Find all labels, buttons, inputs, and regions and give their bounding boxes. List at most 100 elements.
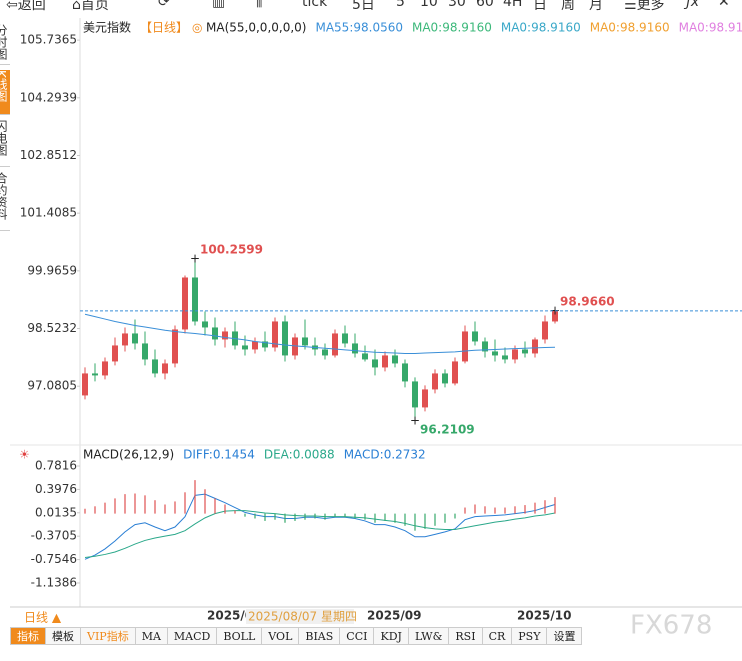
crosshair-label: 2025/08/07 星期四: [248, 610, 357, 624]
period-button[interactable]: 60: [476, 0, 494, 10]
side-tab[interactable]: 闪电图: [0, 120, 10, 167]
y-tick-label: 102.8512: [20, 148, 77, 162]
candle-body: [152, 359, 158, 374]
candle-body: [82, 373, 88, 396]
y-tick-label: -0.3705: [31, 529, 77, 543]
y-tick-label: -0.7546: [31, 552, 77, 566]
indicator-tab[interactable]: KDJ: [374, 627, 409, 645]
indicator-tab[interactable]: CCI: [340, 627, 375, 645]
toolbar-label[interactable]: 首页: [80, 0, 109, 13]
indicator-tab[interactable]: 指标: [10, 627, 46, 645]
period-label[interactable]: 日线 ▲: [24, 611, 62, 625]
period-button[interactable]: 5: [396, 0, 405, 10]
y-tick-label: 105.7365: [20, 33, 77, 47]
side-tab[interactable]: 分时图: [0, 24, 10, 65]
price-annotation: 96.2109: [420, 422, 475, 436]
period-button[interactable]: 日: [533, 0, 547, 13]
tick-button[interactable]: tick: [302, 0, 328, 10]
y-tick-label: 98.5232: [27, 321, 77, 335]
x-tick-label: 2025/09: [367, 609, 421, 623]
candle-body: [332, 333, 338, 356]
fx-icon[interactable]: ƒx: [686, 0, 700, 10]
side-tab[interactable]: 合约资料: [0, 172, 10, 231]
candle-body: [182, 277, 188, 330]
candle-body: [162, 363, 168, 374]
toolbar-label[interactable]: 更多: [636, 0, 665, 13]
legend-entry: MA55:98.0560: [315, 21, 403, 35]
crosshair-label-bg: [246, 609, 354, 624]
indicator-tab[interactable]: RSI: [449, 627, 483, 645]
indicator-tab[interactable]: 设置: [547, 627, 583, 645]
candle-body: [342, 333, 348, 344]
y-tick-label: 0.0135: [35, 505, 77, 519]
x-tick-label: 2025/10: [517, 609, 571, 623]
y-tick-label: 101.4085: [20, 206, 77, 220]
watermark: FX678: [630, 611, 712, 641]
candle-body: [512, 349, 518, 360]
period-button[interactable]: 月: [589, 0, 603, 13]
indicator-tab[interactable]: BOLL: [217, 627, 263, 645]
indicator-tab[interactable]: BIAS: [299, 627, 341, 645]
ma-line: [84, 313, 556, 354]
candle-body: [462, 331, 468, 362]
candle-body: [532, 339, 538, 354]
legend-entry: MA0:98.9160: [590, 21, 670, 35]
toolbar-label[interactable]: 返回: [17, 0, 46, 13]
indicator-tab[interactable]: PSY: [512, 627, 548, 645]
candle-body: [482, 341, 488, 352]
price-annotation: 100.2599: [200, 243, 263, 257]
period-button[interactable]: 5日: [352, 0, 375, 13]
indicator-tab[interactable]: VOL: [262, 627, 300, 645]
period-button[interactable]: 30: [448, 0, 466, 10]
indicator-tab[interactable]: MA: [135, 627, 168, 645]
candle-body: [262, 341, 268, 348]
legend-entry: 【日线】: [140, 21, 188, 35]
indicator-tab[interactable]: CR: [482, 627, 513, 645]
legend-entry: DEA:0.0088: [264, 448, 335, 462]
candle-body: [412, 381, 418, 408]
candle-body: [522, 349, 528, 354]
legend-entry: 美元指数: [83, 20, 131, 35]
candle-body: [302, 337, 308, 346]
side-tab-active[interactable]: K线图: [0, 70, 10, 115]
period-button[interactable]: 周: [561, 0, 575, 13]
candle-body: [272, 321, 278, 348]
period-button[interactable]: 4H: [503, 0, 523, 10]
legend-entry: MA(55,0,0,0,0,0): [206, 21, 306, 35]
candle-icon[interactable]: ⫼: [256, 0, 263, 10]
candle-body: [192, 277, 198, 322]
candle-body: [392, 355, 398, 364]
price-annotation: 98.9660: [560, 294, 615, 308]
legend-entry: MA0:98.9160: [679, 21, 742, 35]
candle-body: [492, 351, 498, 356]
indicator-tabs: 指标 模板 VIP指标 MA MACD BOLL VOL BIAS CCI KDJ LW& RSI CR…: [10, 627, 583, 645]
candle-body: [282, 321, 288, 356]
chart-icon[interactable]: ▥: [212, 0, 226, 10]
macd-line: [84, 493, 556, 560]
refresh-icon[interactable]: ⟳: [158, 0, 170, 10]
candle-body: [102, 361, 108, 376]
candle-body: [212, 327, 218, 340]
candle-body: [362, 353, 368, 360]
candle-body: [552, 310, 558, 322]
candle-body: [132, 333, 138, 344]
back-button[interactable]: ⇦返回: [6, 0, 46, 14]
more-button[interactable]: ☰更多: [624, 0, 665, 14]
macd-icon: ☀: [19, 448, 30, 462]
indicator-tab[interactable]: 模板: [46, 627, 81, 645]
candle-body: [92, 373, 98, 376]
legend-entry: MACD:0.2732: [344, 448, 426, 462]
y-tick-label: 99.9659: [27, 263, 77, 277]
indicator-tab[interactable]: MACD: [167, 627, 218, 645]
candle-body: [172, 329, 178, 364]
candle-body: [452, 361, 458, 384]
indicator-tab[interactable]: VIP指标: [81, 627, 136, 645]
indicator-tab[interactable]: LW&: [408, 627, 450, 645]
home-button[interactable]: ⌂首页: [72, 0, 109, 14]
candle-body: [142, 343, 148, 360]
candle-body: [202, 321, 208, 328]
close-icon[interactable]: ✕: [718, 0, 730, 10]
period-button[interactable]: 10: [420, 0, 438, 10]
